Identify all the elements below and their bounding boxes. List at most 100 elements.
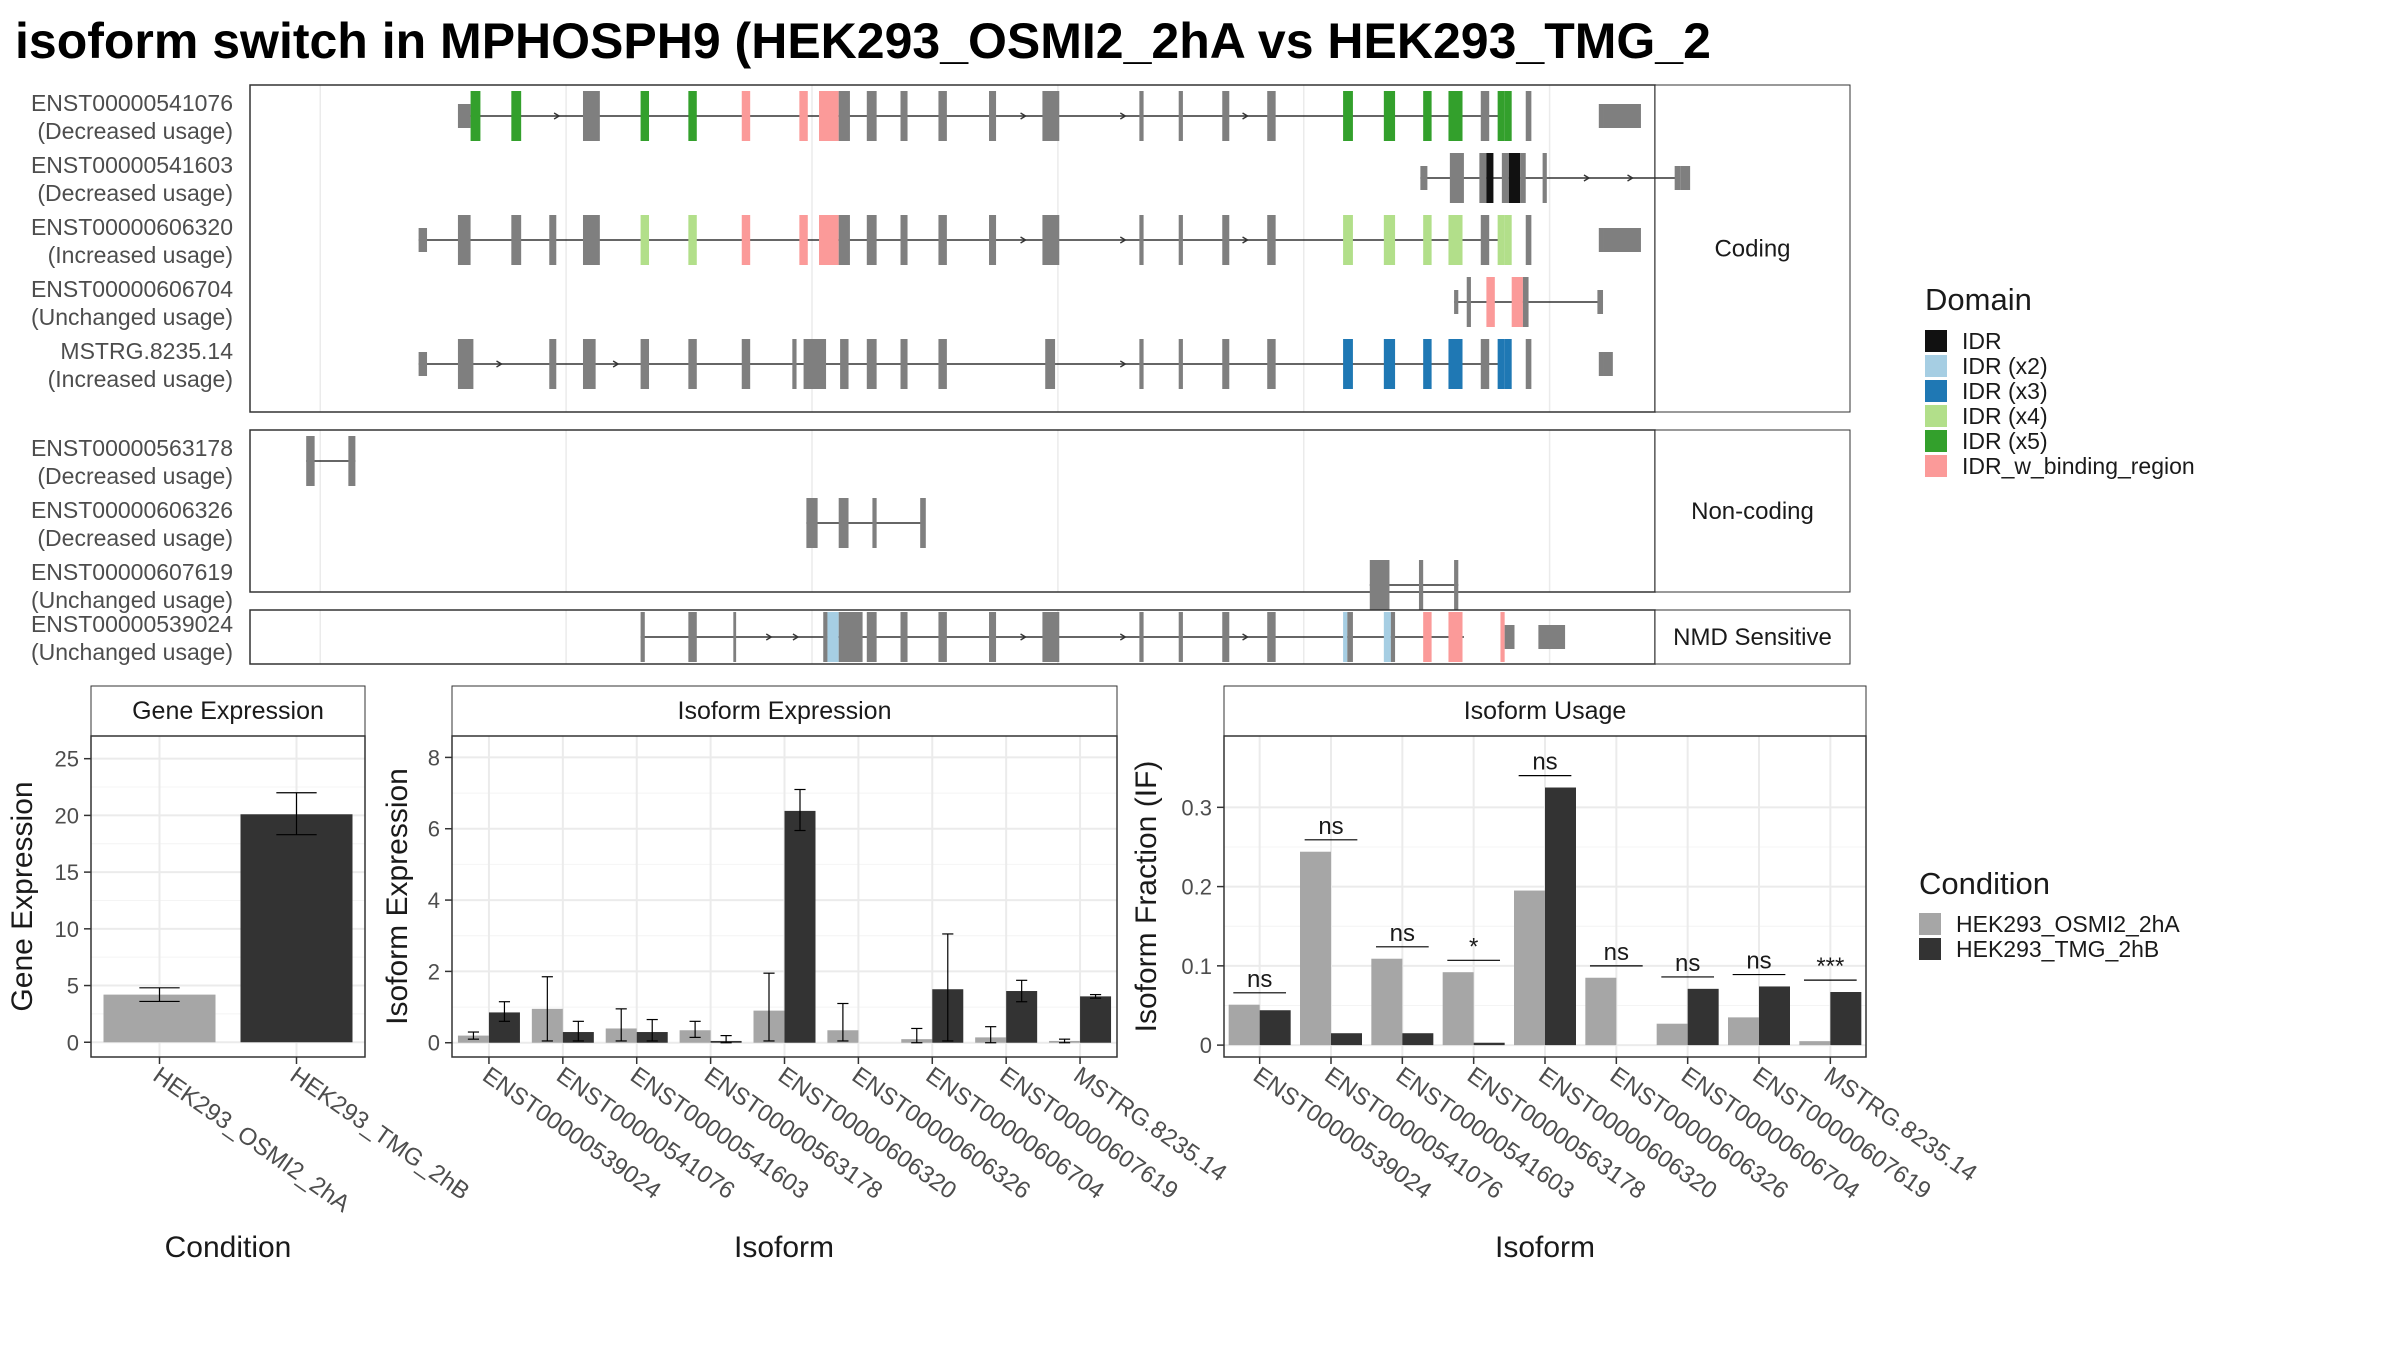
facet-strip-label: NMD Sensitive	[1673, 624, 1832, 651]
condition-legend-label: HEK293_OSMI2_2hA	[1956, 911, 2180, 937]
structure-panel-nmd-sensitive: NMD Sensitive ENST00000539024(Unchanged u…	[31, 609, 1851, 665]
domain-legend-key	[1925, 455, 1947, 477]
domain-exon	[799, 91, 808, 141]
exon	[1466, 277, 1471, 327]
transcript-id-label: ENST00000606704	[31, 276, 233, 302]
domain-exon	[1383, 215, 1396, 265]
exon	[872, 498, 877, 548]
significance-label: ns	[1390, 920, 1415, 947]
y-tick-label: 0.2	[1181, 875, 1212, 900]
y-tick-label: 10	[55, 917, 79, 942]
domain-exon	[1343, 215, 1353, 265]
domain-exon	[1448, 91, 1463, 141]
bar	[1799, 1041, 1831, 1046]
transcript-usage-label: (Decreased usage)	[37, 118, 233, 144]
domain-legend-label: IDR (x2)	[1962, 353, 2048, 379]
exon	[1501, 153, 1509, 203]
significance-label: ***	[1816, 953, 1844, 980]
domain-exon	[1383, 91, 1396, 141]
bar	[1371, 958, 1403, 1046]
strand-arrow	[1119, 633, 1127, 641]
domain-exon	[819, 91, 839, 141]
domain-exon	[1423, 339, 1432, 389]
exon	[1178, 91, 1183, 141]
exon	[866, 91, 877, 141]
bar	[1473, 1042, 1505, 1046]
utr-exon	[1598, 228, 1604, 252]
exon	[866, 215, 877, 265]
y-axis-title: Isoform Fraction (IF)	[1130, 761, 1163, 1033]
exon	[306, 436, 315, 486]
significance-label: ns	[1746, 948, 1771, 975]
bar	[1228, 1004, 1260, 1046]
utr-exon	[418, 228, 428, 252]
utr-exon	[1420, 166, 1428, 190]
exon	[900, 91, 908, 141]
utr-exon	[1680, 166, 1691, 190]
bar	[1656, 1023, 1688, 1046]
utr-exon	[1598, 104, 1604, 128]
domain-exon	[819, 215, 839, 265]
bar	[1585, 977, 1617, 1046]
utr-exon	[1603, 352, 1613, 376]
exon	[806, 498, 818, 548]
exon	[1139, 339, 1144, 389]
utr-exon	[1504, 625, 1515, 649]
domain-exon	[1497, 215, 1505, 265]
y-tick-label: 0.1	[1181, 954, 1212, 979]
domain-exon	[1504, 215, 1512, 265]
exon	[900, 612, 908, 662]
exon	[582, 215, 600, 265]
domain-legend-label: IDR (x5)	[1962, 428, 2048, 454]
exon	[582, 339, 596, 389]
exon	[1042, 91, 1060, 141]
domain-exon	[688, 91, 697, 141]
utr-exon	[1454, 290, 1459, 314]
transcript-usage-label: (Unchanged usage)	[31, 639, 233, 665]
exon	[1045, 339, 1056, 389]
exon	[1139, 91, 1144, 141]
exon	[1525, 91, 1532, 141]
x-axis-title: Isoform	[734, 1231, 834, 1264]
transcript-usage-label: (Decreased usage)	[37, 463, 233, 489]
exon	[1178, 612, 1183, 662]
y-tick-label: 25	[55, 747, 79, 772]
exon	[1267, 215, 1276, 265]
exon	[1525, 339, 1532, 389]
panel-title: Isoform Usage	[1464, 697, 1627, 725]
significance-label: ns	[1675, 950, 1700, 977]
strand-arrow	[612, 360, 620, 368]
y-tick-label: 20	[55, 803, 79, 828]
strand-arrow	[1020, 112, 1027, 120]
exon	[1267, 339, 1276, 389]
x-axis-title: Condition	[165, 1231, 292, 1264]
significance-label: ns	[1604, 939, 1629, 966]
significance-label: ns	[1247, 966, 1272, 993]
exon	[457, 215, 471, 265]
domain-legend-key	[1925, 355, 1947, 377]
utr-exon	[1597, 290, 1604, 314]
domain-exon	[1448, 339, 1463, 389]
exon	[1347, 612, 1353, 662]
condition-legend-key	[1919, 938, 1941, 960]
domain-exon	[1343, 339, 1353, 389]
transcript-usage-label: (Increased usage)	[48, 366, 233, 392]
exon	[582, 91, 600, 141]
strand-arrow	[792, 633, 800, 641]
domain-exon	[1423, 215, 1432, 265]
condition-legend-key	[1919, 913, 1941, 935]
utr-exon	[1538, 625, 1566, 649]
domain-legend-key	[1925, 380, 1947, 402]
facet-strip-label: Non-coding	[1691, 498, 1814, 525]
strand-arrow	[1119, 112, 1127, 120]
bar	[1402, 1033, 1434, 1046]
y-tick-label: 5	[67, 974, 79, 999]
strand-arrow	[1119, 360, 1127, 368]
facet-strip	[90, 685, 366, 737]
significance-label: *	[1469, 933, 1478, 960]
significance-label: ns	[1318, 813, 1343, 840]
exon	[1390, 612, 1396, 662]
y-tick-label: 4	[428, 888, 440, 913]
